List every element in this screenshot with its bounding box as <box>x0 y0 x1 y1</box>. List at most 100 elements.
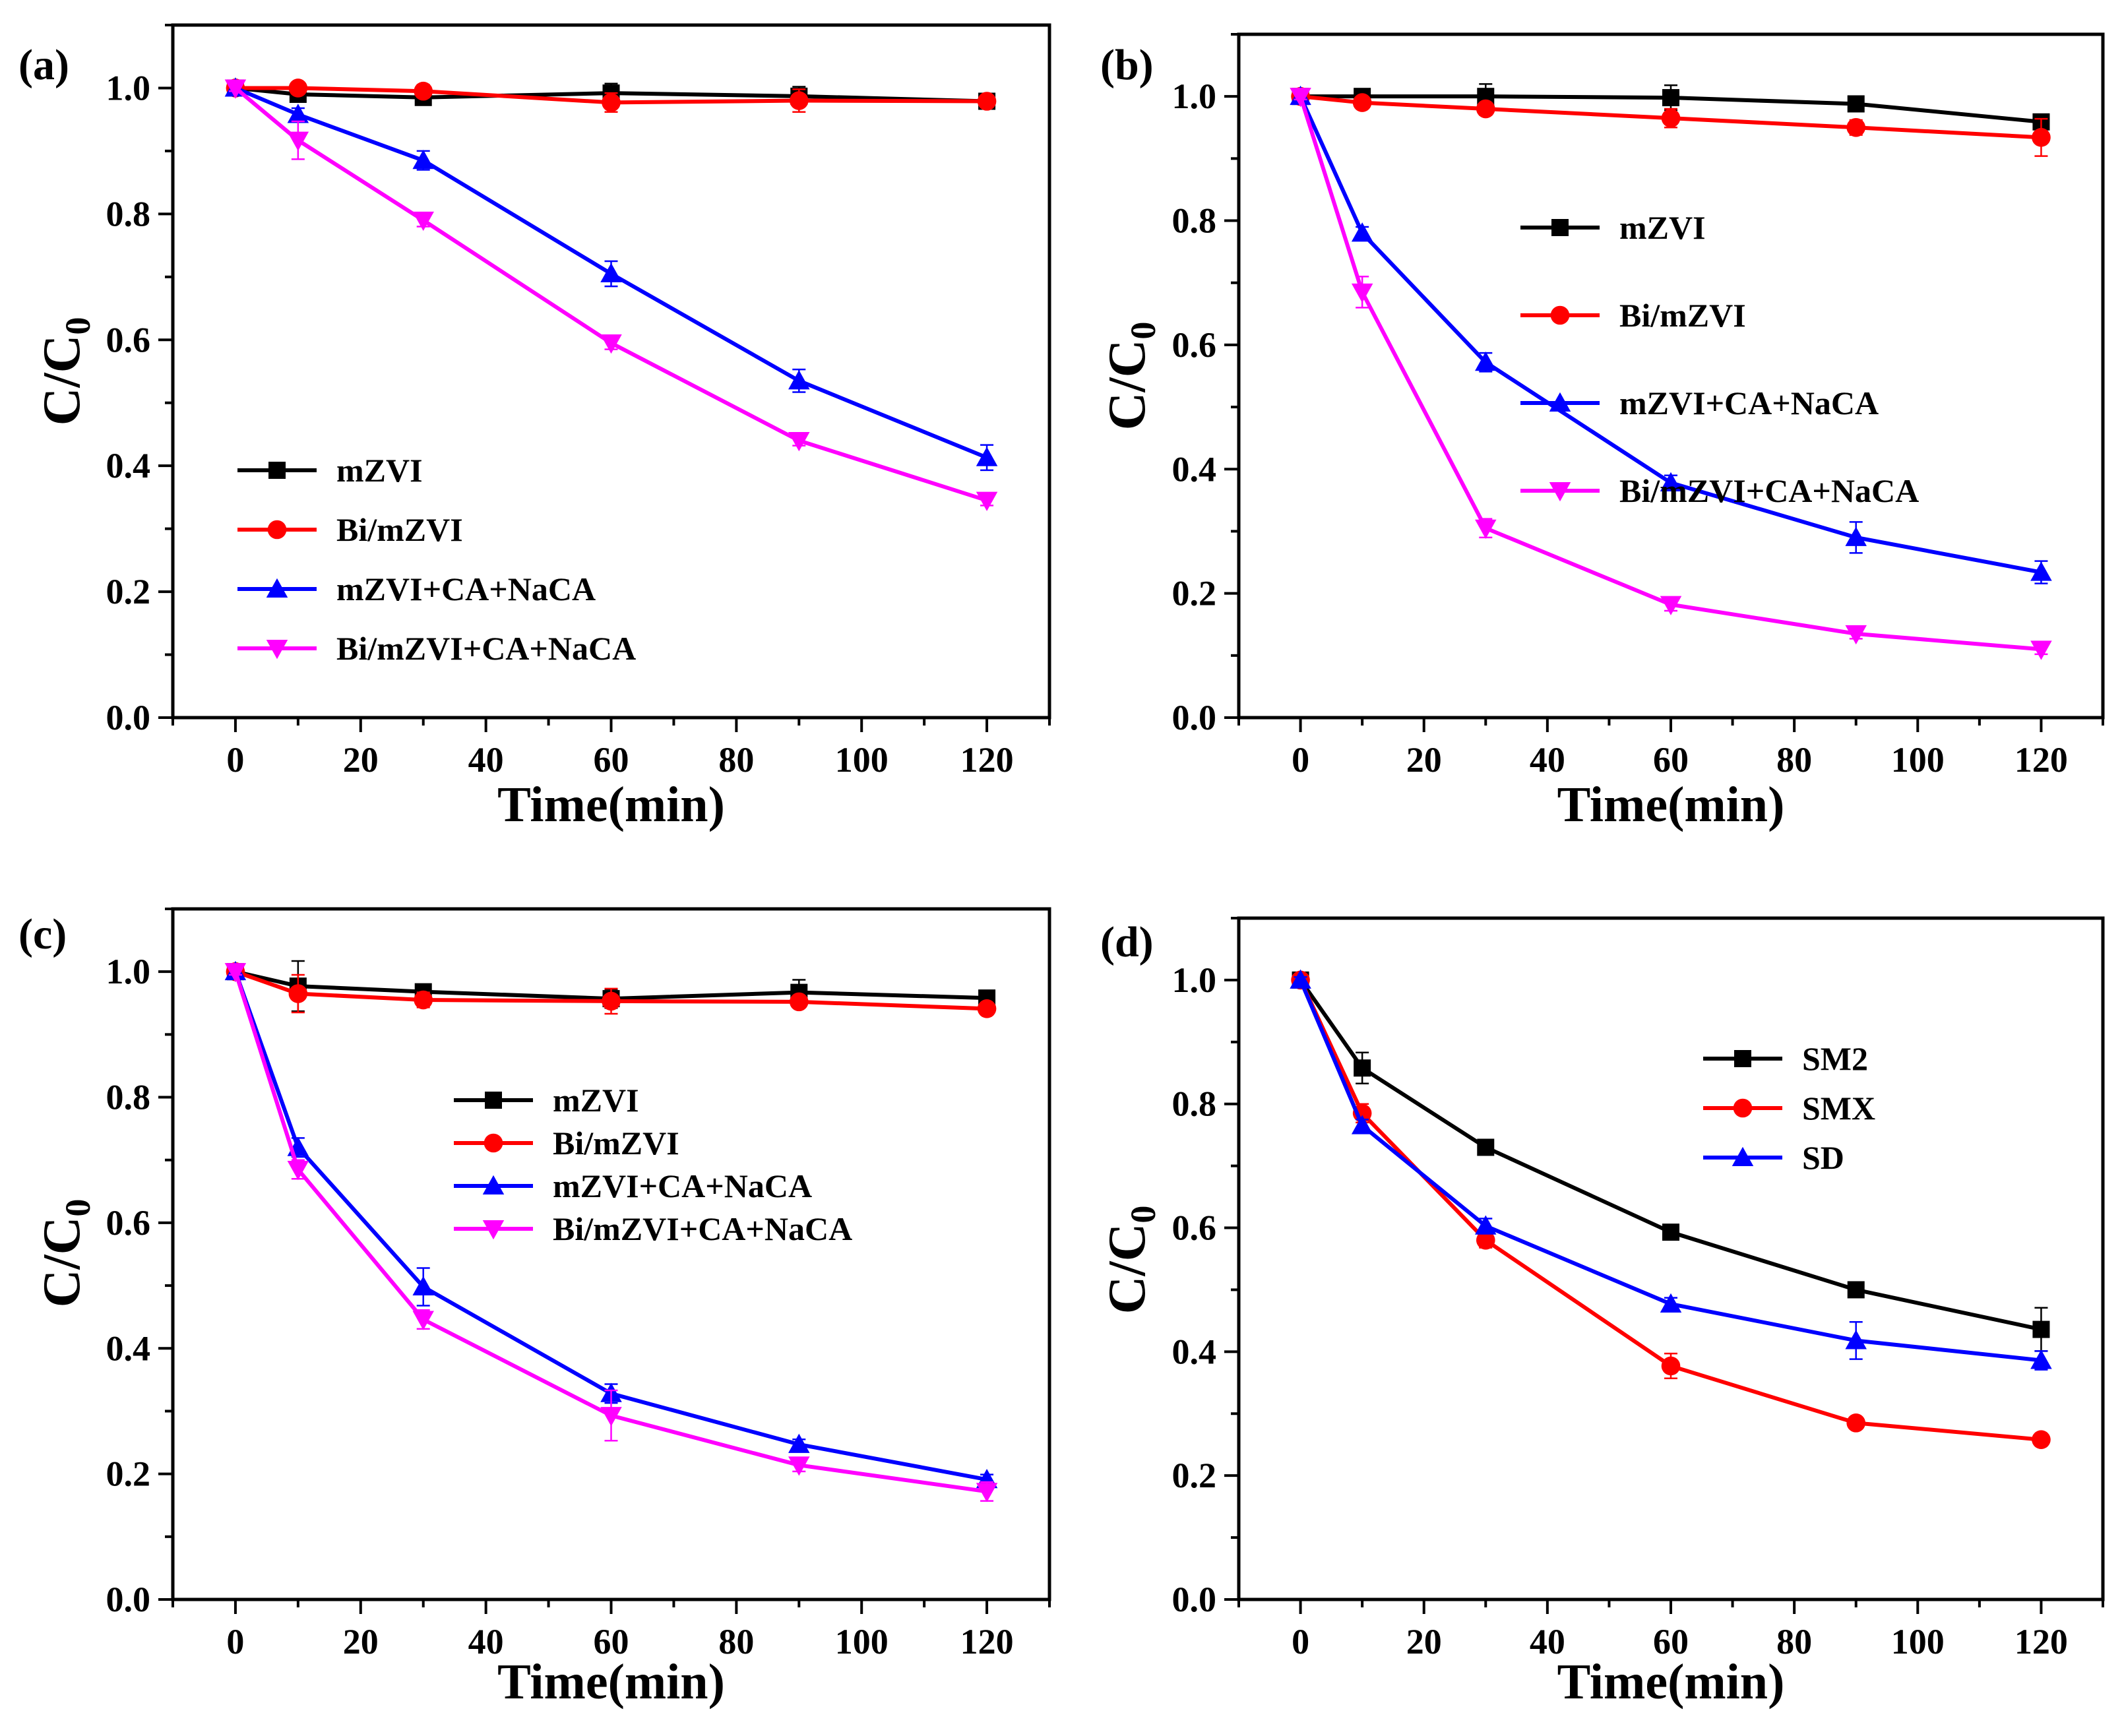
legend-marker <box>484 1133 503 1153</box>
x-tick-label: 20 <box>343 740 379 780</box>
y-tick-label: 0.2 <box>106 1454 151 1494</box>
x-tick-label: 40 <box>468 1622 504 1661</box>
data-point <box>2030 561 2052 581</box>
y-tick-label: 1.0 <box>1172 960 1217 1000</box>
data-point <box>600 1407 622 1427</box>
plot-frame <box>1237 916 2105 1601</box>
x-tick-label: 100 <box>1891 1622 1945 1661</box>
series-line <box>1300 94 2042 124</box>
x-tick-label: 120 <box>2015 1622 2068 1661</box>
y-axis-label-main: C/C <box>1098 1224 1156 1315</box>
data-point <box>788 432 810 452</box>
series-line <box>1300 94 2042 140</box>
legend-marker <box>1732 1146 1754 1166</box>
data-point <box>1846 117 1866 137</box>
y-axis-label: C/C0 <box>1098 1206 1163 1315</box>
plot-frame <box>171 23 1051 720</box>
legend-label: Bi/mZVI+CA+NaCA <box>336 630 636 667</box>
x-tick-label: 40 <box>1530 1622 1565 1661</box>
legend-item-mzvi: mZVI <box>454 1082 639 1119</box>
y-tick-label: 0.0 <box>106 698 151 737</box>
y-tick-label: 0.6 <box>1172 325 1217 365</box>
legend-marker <box>482 1175 505 1194</box>
legend-item-mzvi-ca-naca: mZVI+CA+NaCA <box>1520 385 1879 421</box>
x-tick-label: 60 <box>594 740 629 780</box>
x-tick-label: 80 <box>1776 740 1812 780</box>
y-tick-label: 0.4 <box>1172 1332 1217 1371</box>
data-point <box>1290 969 1311 989</box>
data-point <box>1661 1356 1681 1376</box>
y-tick-label: 0.0 <box>106 1580 151 1619</box>
x-tick-label: 20 <box>1406 740 1442 780</box>
legend-item-bi-mzvi-ca-naca: Bi/mZVI+CA+NaCA <box>1520 472 1919 509</box>
series-bi-mzvi-ca-naca <box>1290 88 2052 660</box>
legend-item-bi-mzvi: Bi/mZVI <box>454 1125 679 1162</box>
data-point <box>287 131 309 151</box>
legend-label: Bi/mZVI+CA+NaCA <box>1619 472 1919 509</box>
x-tick-label: 80 <box>1776 1622 1812 1661</box>
data-point <box>788 1456 810 1476</box>
x-tick-label: 80 <box>718 740 754 780</box>
x-tick-label: 20 <box>1406 1622 1442 1661</box>
y-axis-label: C/C0 <box>1098 322 1163 431</box>
data-point <box>600 263 622 283</box>
data-point <box>1354 1059 1371 1077</box>
y-tick-label: 0.2 <box>1172 1456 1217 1495</box>
legend-item-sm2: SM2 <box>1703 1040 1868 1077</box>
legend-label: Bi/mZVI+CA+NaCA <box>553 1210 852 1247</box>
legend-label: Bi/mZVI <box>553 1125 679 1162</box>
data-point <box>1475 352 1497 371</box>
x-axis-label: Time(min) <box>497 1654 725 1710</box>
legend: SM2 SMX SD <box>1703 1040 1875 1176</box>
data-point <box>976 447 998 466</box>
y-tick-label: 0.4 <box>106 446 151 485</box>
series-smx <box>1291 970 2051 1450</box>
x-tick-label: 60 <box>1653 740 1689 780</box>
legend: mZVI Bi/mZVI mZVI+CA+NaCA Bi/mZVI+CA+NaCA <box>237 452 636 667</box>
data-point <box>1845 526 1867 546</box>
y-axis-label-main: C/C <box>33 335 91 426</box>
legend-label: Bi/mZVI <box>336 511 463 548</box>
x-axis-label: Time(min) <box>1557 777 1785 832</box>
data-point <box>1660 1293 1682 1313</box>
series-bi-mzvi-ca-naca <box>224 963 998 1503</box>
data-point <box>287 1161 309 1181</box>
data-point <box>288 78 308 98</box>
panel-label: (b) <box>1100 41 1154 89</box>
y-tick-label: 0.8 <box>1172 1084 1217 1124</box>
data-point <box>1351 1115 1373 1134</box>
data-point <box>414 81 433 101</box>
data-point <box>1351 222 1373 242</box>
panel-label: (d) <box>1100 918 1154 966</box>
x-tick-label: 0 <box>226 740 244 780</box>
x-tick-label: 100 <box>835 1622 889 1661</box>
legend-label: SD <box>1802 1139 1844 1176</box>
data-point <box>2032 1430 2051 1450</box>
y-axis-label: C/C0 <box>33 317 98 426</box>
data-point <box>600 334 622 354</box>
data-point <box>1846 1413 1866 1433</box>
legend-marker <box>1549 482 1571 502</box>
x-axis-label: Time(min) <box>497 777 725 832</box>
legend: mZVI Bi/mZVI mZVI+CA+NaCA Bi/mZVI+CA+NaCA <box>1520 209 1919 509</box>
y-axis-label: C/C0 <box>33 1199 98 1308</box>
legend-label: mZVI+CA+NaCA <box>1619 385 1879 421</box>
legend-item-bi-mzvi-ca-naca: Bi/mZVI+CA+NaCA <box>454 1210 852 1247</box>
series-line <box>1298 979 2042 1442</box>
legend-marker <box>266 640 288 660</box>
series-sd <box>1290 969 2052 1371</box>
data-point <box>1477 1138 1495 1156</box>
y-axis-label-main: C/C <box>33 1217 91 1308</box>
series-line <box>235 970 987 1001</box>
legend-item-bi-mzvi: Bi/mZVI <box>1520 297 1746 334</box>
data-point <box>1476 99 1495 119</box>
y-tick-label: 0.8 <box>106 194 151 233</box>
data-point <box>977 92 997 111</box>
data-point <box>602 991 621 1011</box>
panel-d: 0 20 40 60 80 100 120 0.0 0.2 0.4 0.6 0.8 1.0 (d) Time… <box>1098 916 2105 1710</box>
data-point <box>789 992 809 1012</box>
series-line <box>234 971 987 1482</box>
data-point <box>1847 95 1865 113</box>
data-point <box>2030 640 2052 660</box>
